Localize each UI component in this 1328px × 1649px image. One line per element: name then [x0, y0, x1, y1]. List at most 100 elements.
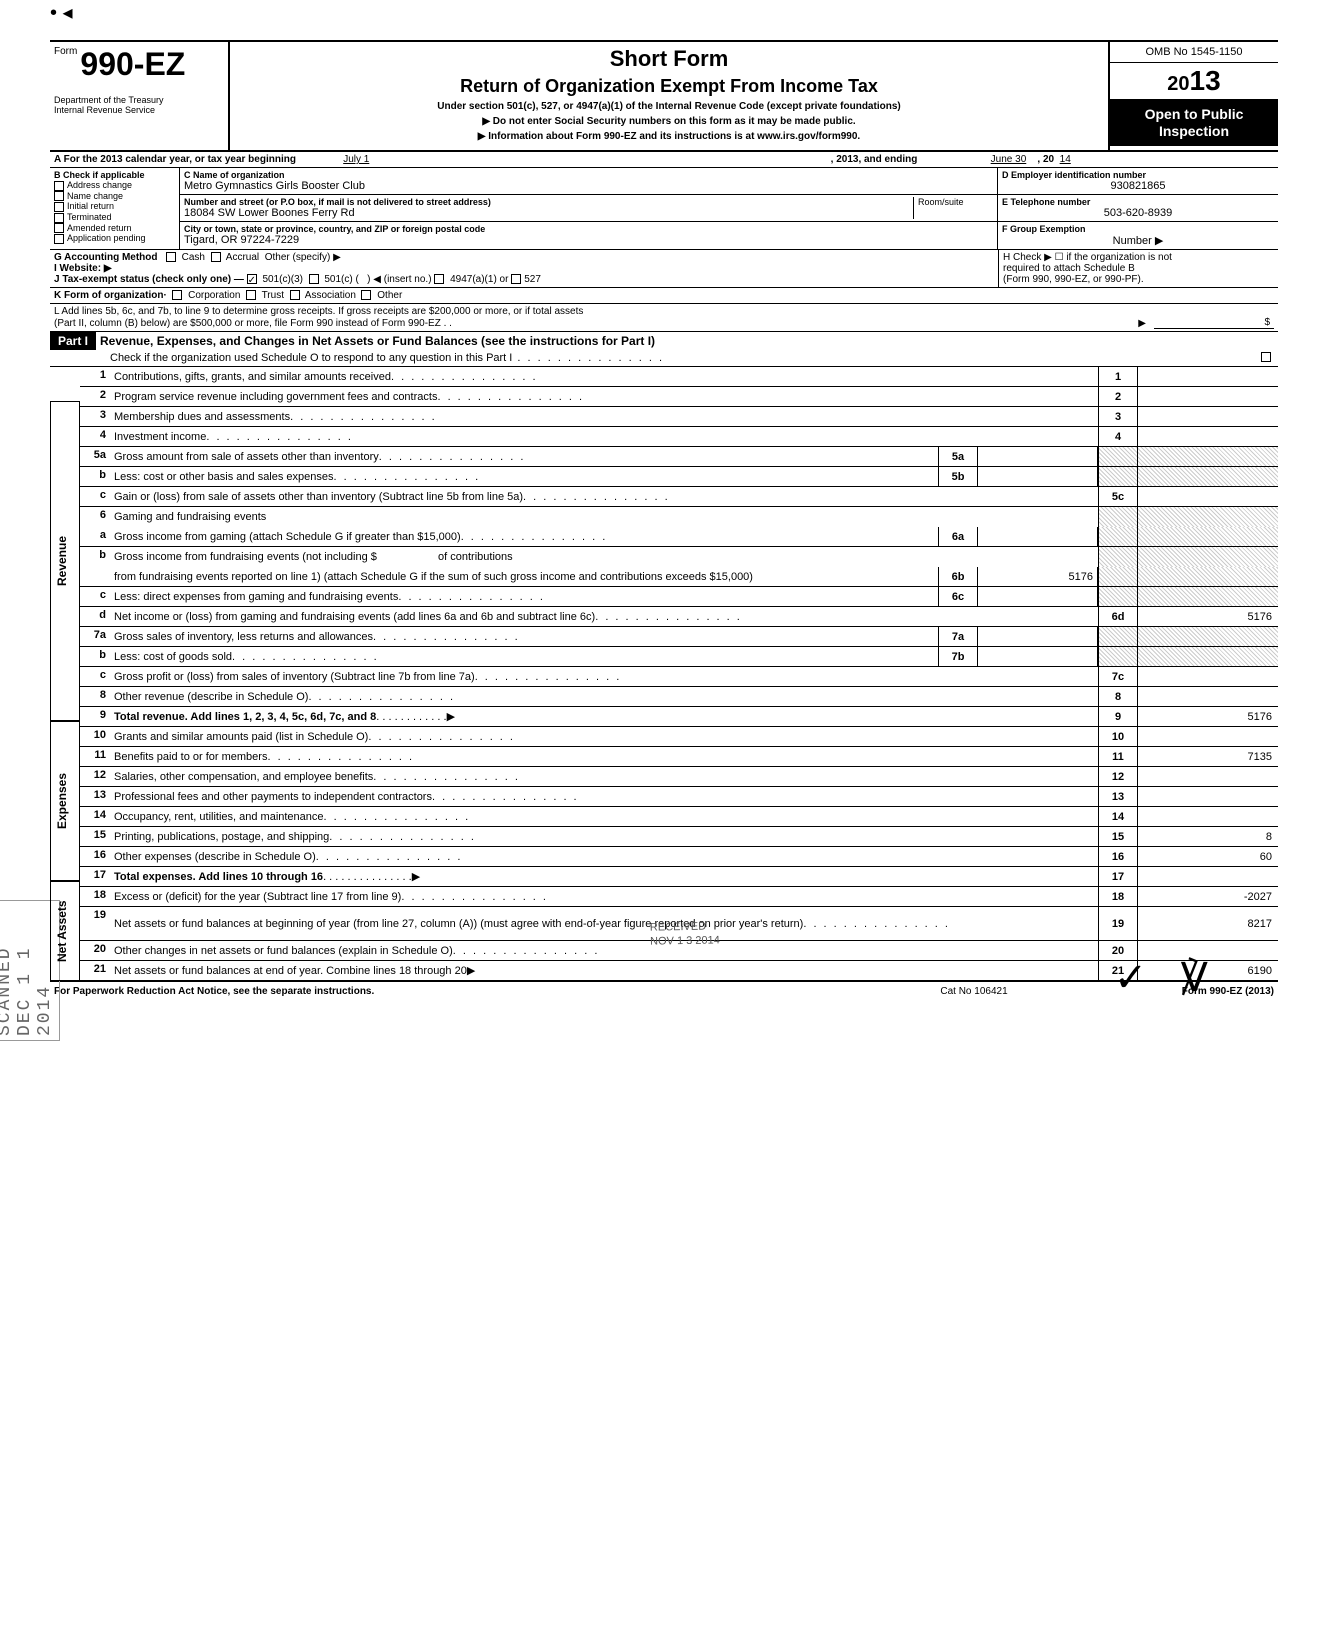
chk-other[interactable] [361, 290, 371, 300]
chk-sched-o[interactable] [1261, 352, 1271, 362]
line-17: Total expenses. Add lines 10 through 16 [114, 871, 323, 883]
c-street-label: Number and street (or P.O box, if mail i… [184, 197, 913, 207]
chk-name-change[interactable] [54, 191, 64, 201]
chk-corp[interactable] [172, 290, 182, 300]
col-b-checkboxes: B Check if applicable Address change Nam… [50, 168, 180, 249]
g-other: Other (specify) ▶ [265, 252, 341, 263]
line-7b: Less: cost of goods sold [110, 647, 938, 666]
under-section: Under section 501(c), 527, or 4947(a)(1)… [238, 101, 1100, 112]
chk-amended[interactable] [54, 223, 64, 233]
line-4: Investment income [110, 427, 1098, 446]
line-6c: Less: direct expenses from gaming and fu… [110, 587, 938, 606]
footer-notice: For Paperwork Reduction Act Notice, see … [54, 986, 874, 997]
ty-label: A For the 2013 calendar year, or tax yea… [54, 154, 296, 165]
ty-end2: , 20 [1037, 154, 1054, 165]
line-2: Program service revenue including govern… [110, 387, 1098, 406]
org-city: Tigard, OR 97224-7229 [184, 234, 993, 246]
opt-initial: Initial return [67, 201, 114, 211]
chk-527[interactable] [511, 274, 521, 284]
org-name: Metro Gymnastics Girls Booster Club [184, 180, 993, 192]
val-9: 5176 [1138, 707, 1278, 726]
dept-treasury: Department of the Treasury [54, 95, 224, 105]
l-line1: L Add lines 5b, 6c, and 7b, to line 9 to… [54, 306, 1274, 317]
line-1: Contributions, gifts, grants, and simila… [110, 367, 1098, 386]
title-return: Return of Organization Exempt From Incom… [238, 76, 1100, 97]
h-forms: (Form 990, 990-EZ, or 990-PF). [1003, 274, 1274, 285]
chk-4947[interactable] [434, 274, 444, 284]
j-501c: 501(c) ( [324, 274, 358, 285]
dept-irs: Internal Revenue Service [54, 105, 224, 115]
chk-address-change[interactable] [54, 181, 64, 191]
chk-trust[interactable] [246, 290, 256, 300]
ssn-warning: ▶ Do not enter Social Security numbers o… [238, 116, 1100, 127]
chk-assoc[interactable] [290, 290, 300, 300]
line-19: Net assets or fund balances at beginning… [110, 907, 1098, 940]
part1-tag: Part I [50, 332, 96, 350]
title-short-form: Short Form [238, 46, 1100, 72]
line-14: Occupancy, rent, utilities, and maintena… [110, 807, 1098, 826]
open-public-l2: Inspection [1116, 123, 1272, 140]
h-sched-b: required to attach Schedule B [1003, 263, 1274, 274]
chk-pending[interactable] [54, 234, 64, 244]
f-label: F Group Exemption [1002, 224, 1274, 234]
line-6d: Net income or (loss) from gaming and fun… [110, 607, 1098, 626]
line-11: Benefits paid to or for members [110, 747, 1098, 766]
line-5b: Less: cost or other basis and sales expe… [110, 467, 938, 486]
val-11: 7135 [1138, 747, 1278, 766]
side-revenue: Revenue [50, 401, 80, 721]
row-a-tax-year: A For the 2013 calendar year, or tax yea… [50, 152, 1278, 168]
val-16: 60 [1138, 847, 1278, 866]
line-20: Other changes in net assets or fund bala… [110, 941, 1098, 960]
k-assoc: Association [305, 290, 356, 301]
val-19: 8217 [1138, 907, 1278, 940]
room-suite: Room/suite [913, 197, 993, 219]
line-10: Grants and similar amounts paid (list in… [110, 727, 1098, 746]
line-6b1: Gross income from fundraising events (no… [114, 551, 377, 563]
line-21: Net assets or fund balances at end of ye… [110, 961, 1098, 980]
chk-accrual[interactable] [211, 252, 221, 262]
chk-initial[interactable] [54, 202, 64, 212]
year-yy: 13 [1190, 65, 1221, 96]
j-insert: ) ◀ (insert no.) [367, 274, 431, 285]
opt-amended: Amended return [67, 223, 132, 233]
line-6b2: of contributions [438, 551, 513, 563]
c-city-label: City or town, state or province, country… [184, 224, 993, 234]
line-9: Total revenue. Add lines 1, 2, 3, 4, 5c,… [114, 711, 376, 723]
form-number: 990-EZ [80, 46, 185, 82]
b-label: B Check if applicable [54, 170, 145, 180]
val-15: 8 [1138, 827, 1278, 846]
k-corp: Corporation [188, 290, 240, 301]
line-5a: Gross amount from sale of assets other t… [110, 447, 938, 466]
l-amount: $ [1154, 317, 1274, 329]
k-other: Other [377, 290, 402, 301]
g-cash: Cash [182, 252, 205, 263]
org-street: 18084 SW Lower Boones Ferry Rd [184, 207, 913, 219]
line-13: Professional fees and other payments to … [110, 787, 1098, 806]
chk-cash[interactable] [166, 252, 176, 262]
line-8: Other revenue (describe in Schedule O) [110, 687, 1098, 706]
g-label: G Accounting Method [54, 252, 158, 263]
chk-501c[interactable] [309, 274, 319, 284]
opt-pending: Application pending [67, 233, 146, 243]
k-label: K Form of organization· [54, 290, 167, 301]
ty-mid: , 2013, and ending [831, 154, 918, 165]
side-net-assets: Net Assets [50, 881, 80, 981]
check-sched-o: Check if the organization used Schedule … [110, 352, 1258, 364]
k-trust: Trust [262, 290, 284, 301]
opt-name: Name change [67, 191, 123, 201]
form-prefix: Form [54, 46, 77, 57]
side-expenses: Expenses [50, 721, 80, 881]
info-link: ▶ Information about Form 990-EZ and its … [238, 131, 1100, 142]
j-527: 527 [524, 274, 541, 285]
line-6a: Gross income from gaming (attach Schedul… [110, 527, 938, 546]
line-5c: Gain or (loss) from sale of assets other… [110, 487, 1098, 506]
h-check: H Check ▶ ☐ if the organization is not [1003, 252, 1274, 263]
chk-terminated[interactable] [54, 213, 64, 223]
chk-501c3[interactable] [247, 274, 257, 284]
line-15: Printing, publications, postage, and shi… [110, 827, 1098, 846]
ein: 930821865 [1002, 180, 1274, 192]
line-6: Gaming and fundraising events [110, 507, 1098, 527]
l-line2: (Part II, column (B) below) are $500,000… [54, 318, 1130, 329]
omb-number: OMB No 1545-1150 [1110, 42, 1278, 63]
ty-begin: July 1 [343, 154, 369, 165]
